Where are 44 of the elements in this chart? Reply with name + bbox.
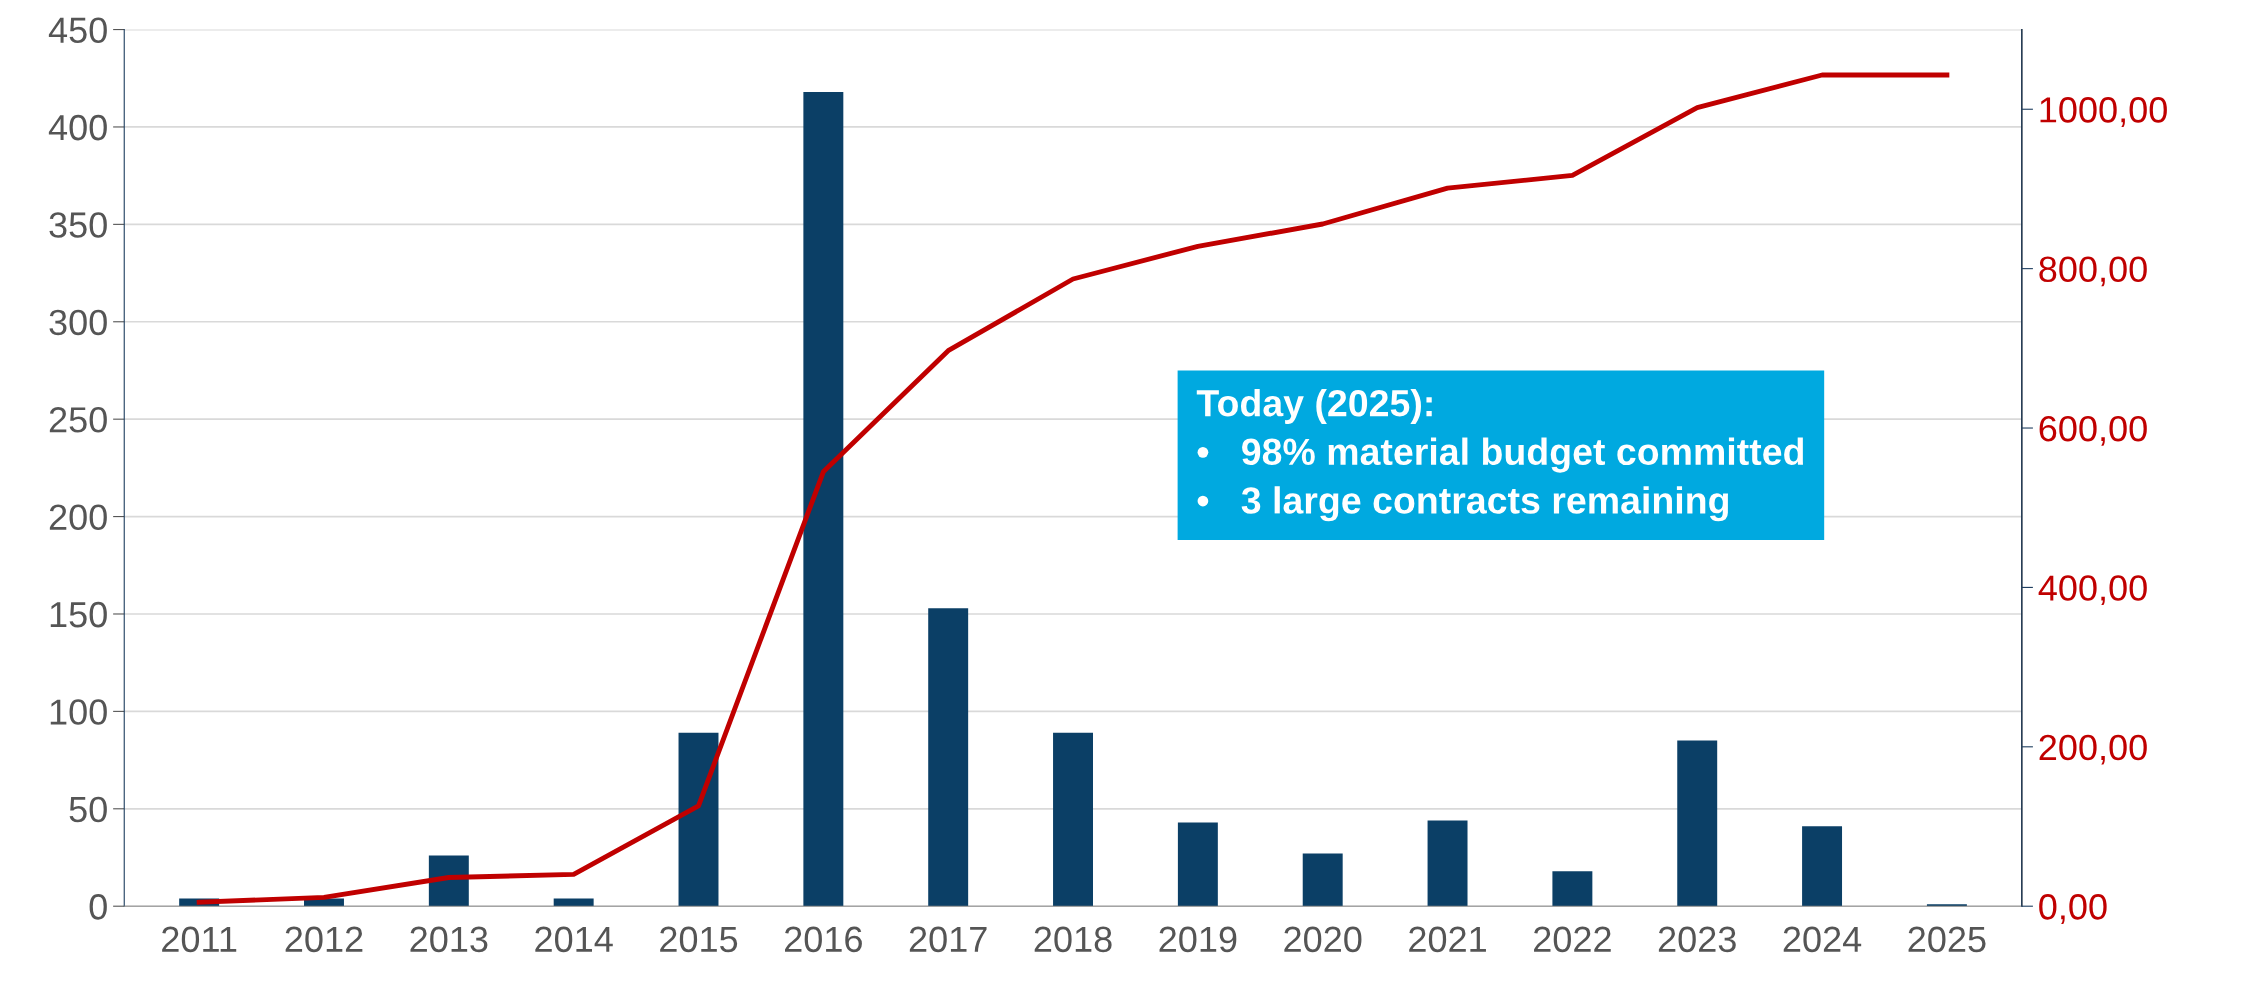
bar [553, 898, 594, 907]
x-tick-label: 2015 [660, 926, 738, 953]
x-tick-label: 2012 [285, 926, 363, 953]
y2-tick-label: 0,00 [2039, 894, 2107, 924]
y-tick-label: 300 [49, 309, 107, 336]
x-tick-label: 2024 [1783, 926, 1862, 953]
y-tick-label: 150 [50, 601, 107, 628]
y-tick-label: 200 [49, 504, 107, 531]
x-tick-label: 2011 [162, 926, 237, 953]
y-tick-label: 250 [49, 407, 107, 433]
y2-tick-label: 400,00 [2038, 575, 2147, 606]
y-tick-label: 400 [48, 114, 107, 141]
x-tick-label: 2016 [785, 926, 862, 953]
y2-tick-label: 600,00 [2039, 415, 2147, 446]
y2-tick-label: 1000,00 [2040, 97, 2167, 127]
x-tick-label: 2021 [1409, 926, 1486, 953]
bar [1302, 853, 1343, 907]
annotation: Today (2025): • 98% material budget committed • 3 large contracts remaining [1196, 388, 1803, 522]
bar [678, 732, 719, 907]
x-tick-label: 2020 [1284, 926, 1362, 953]
x-tick-label: 2013 [410, 926, 488, 953]
x-tick-label: 2014 [535, 926, 613, 953]
bar [1802, 826, 1843, 907]
x-tick-label: 2018 [1034, 926, 1112, 953]
bar [1552, 871, 1593, 907]
y-tick-label: 450 [48, 17, 107, 43]
y-tick-label: 100 [50, 699, 107, 725]
y2-tick-label: 800,00 [2039, 256, 2147, 287]
x-tick-label: 2025 [1908, 926, 1986, 953]
bar [803, 91, 844, 907]
bar [928, 608, 969, 907]
bar [1677, 740, 1718, 907]
x-tick-label: 2017 [909, 926, 987, 953]
y2-tick-label: 200,00 [2039, 734, 2147, 765]
y-tick-label: 0 [89, 894, 107, 920]
x-tick-label: 2023 [1658, 926, 1736, 953]
line-series [196, 72, 1950, 905]
bar [1053, 732, 1093, 907]
x-tick-label: 2022 [1534, 926, 1611, 953]
bar [1427, 820, 1468, 907]
bar [1177, 822, 1218, 907]
x-tick-label: 2019 [1159, 926, 1237, 953]
y-tick-label: 50 [69, 796, 107, 823]
y-tick-label: 350 [49, 212, 107, 238]
